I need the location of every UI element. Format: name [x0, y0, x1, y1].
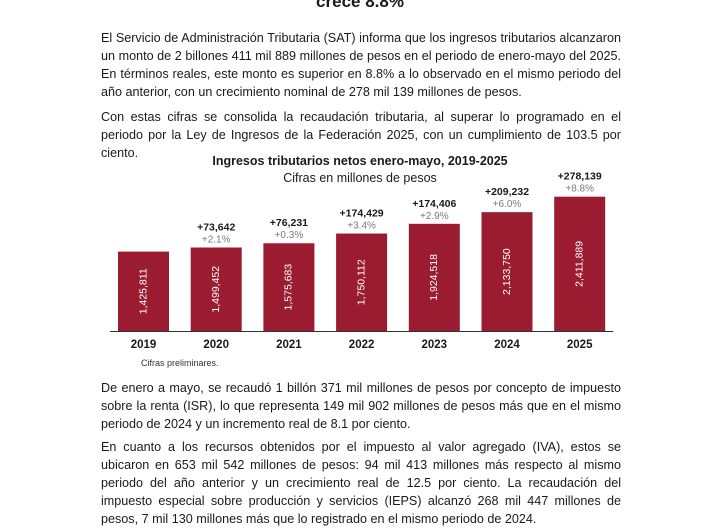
increase-label: +209,232 [485, 186, 529, 198]
preliminary-note: Cifras preliminares. [141, 358, 219, 368]
increase-label: +76,231 [270, 217, 308, 229]
bar-2021 [263, 243, 315, 331]
bar-value-label: 1,924,518 [428, 254, 440, 301]
x-tick-label: 2020 [203, 339, 229, 351]
real-growth-label: +3.4% [347, 221, 376, 232]
x-tick-label: 2022 [349, 339, 375, 351]
real-growth-label: +2.9% [420, 211, 449, 222]
page-title: crece 8.8% [316, 0, 404, 11]
bar-2020 [190, 247, 242, 331]
paragraph-intro: El Servicio de Administración Tributaria… [101, 31, 621, 99]
bar-value-label: 1,575,683 [283, 264, 295, 311]
paragraph-isr: De enero a mayo, se recaudó 1 billón 371… [101, 381, 621, 431]
real-growth-label: +0.3% [275, 230, 304, 241]
increase-label: +73,642 [197, 221, 235, 233]
x-tick-label: 2025 [567, 339, 593, 351]
bar-value-label: 2,133,750 [501, 248, 513, 295]
increase-label: +174,429 [340, 208, 384, 220]
real-growth-label: +8.8% [565, 184, 594, 195]
chart-subtitle: Cifras en millones de pesos [283, 171, 437, 185]
paragraph-compliance: Con estas cifras se consolida la recauda… [101, 110, 621, 160]
bar-2023 [408, 223, 460, 331]
increase-label: +174,406 [412, 198, 456, 210]
x-tick-label: 2023 [422, 339, 448, 351]
paragraph-iva-ieps: En cuanto a los recursos obtenidos por e… [101, 440, 621, 526]
bar-2025 [554, 196, 606, 331]
bar-2022 [336, 233, 388, 331]
bar-value-label: 2,411,889 [573, 241, 585, 287]
bar-2024 [481, 212, 533, 331]
x-tick-label: 2019 [131, 339, 157, 351]
real-growth-label: +6.0% [493, 199, 522, 210]
bar-value-label: 1,750,112 [355, 259, 367, 305]
bar-value-label: 1,425,811 [137, 268, 149, 314]
bar-value-label: 1,499,452 [210, 266, 222, 313]
increase-label: +278,139 [558, 171, 602, 183]
real-growth-label: +2.1% [202, 234, 231, 245]
bar-2019 [118, 251, 169, 331]
chart-title: Ingresos tributarios netos enero-mayo, 2… [212, 154, 508, 168]
x-tick-label: 2024 [494, 339, 520, 351]
x-tick-label: 2021 [276, 339, 302, 351]
